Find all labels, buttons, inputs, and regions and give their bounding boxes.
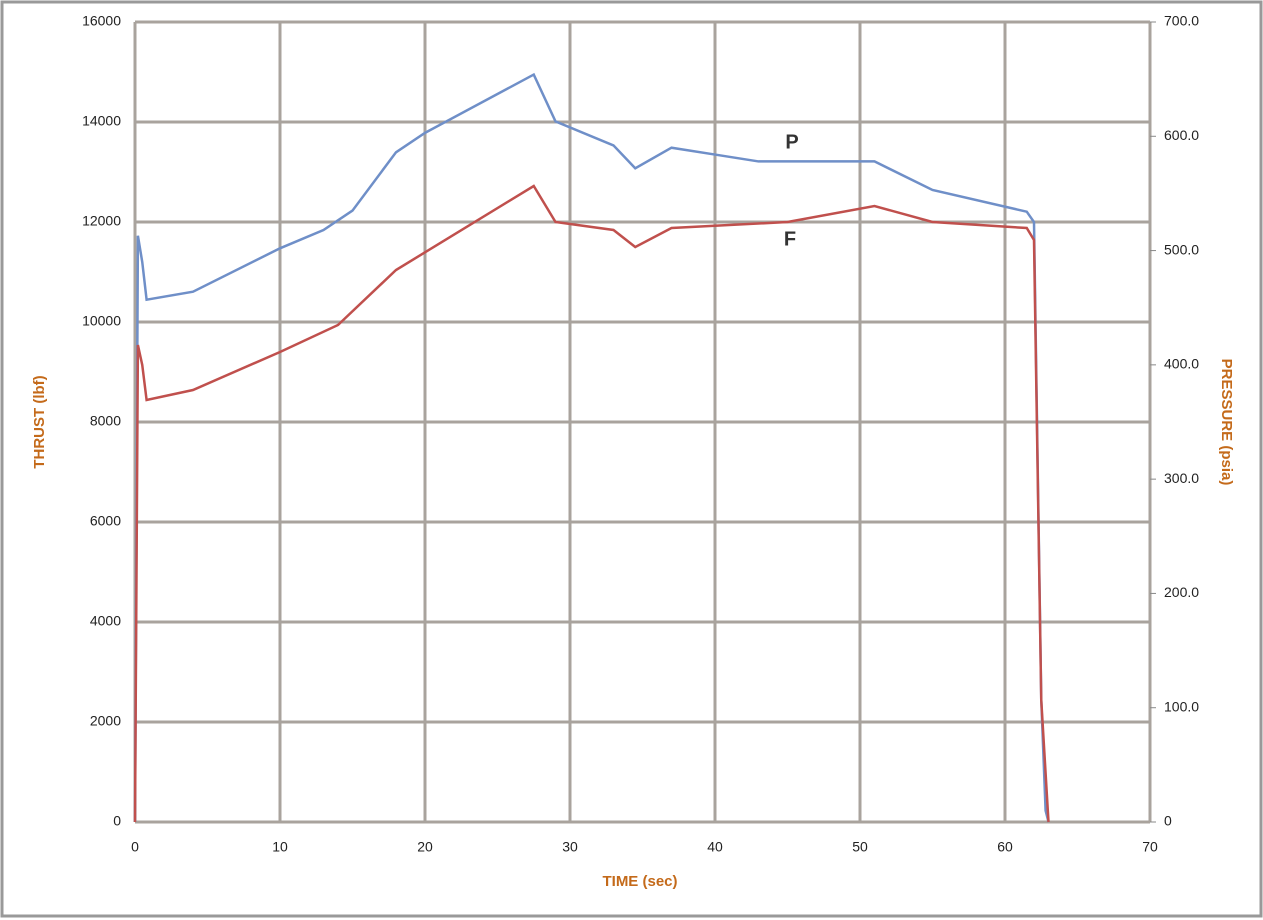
y-tick-label: 14000 — [82, 113, 121, 129]
y-tick-label: 4000 — [90, 613, 121, 629]
y-tick-label: 0 — [113, 813, 121, 829]
annotation: P — [785, 131, 798, 153]
x-tick-label: 10 — [272, 839, 288, 855]
y-tick-label: 6000 — [90, 513, 121, 529]
annotation: F — [784, 228, 796, 250]
y2-tick-label: 700.0 — [1164, 13, 1199, 29]
y2-axis-label: PRESSURE (psia) — [1218, 359, 1235, 486]
line-series — [133, 184, 1050, 823]
y2-tick-label: 500.0 — [1164, 241, 1199, 257]
y2-tick-label: 200.0 — [1164, 584, 1199, 600]
x-tick-label: 30 — [562, 839, 578, 855]
x-tick-label: 0 — [131, 839, 139, 855]
y-tick-label: 12000 — [82, 213, 121, 229]
x-tick-label: 70 — [1142, 839, 1158, 855]
x-tick-label: 20 — [417, 839, 433, 855]
y-tick-label: 8000 — [90, 413, 121, 429]
y2-tick-label: 100.0 — [1164, 698, 1199, 714]
x-tick-label: 50 — [852, 839, 868, 855]
y2-tick-label: 0 — [1164, 813, 1172, 829]
y2-tick-label: 300.0 — [1164, 470, 1199, 486]
y-tick-label: 10000 — [82, 313, 121, 329]
x-axis-label: TIME (sec) — [602, 873, 677, 890]
y2-tick-label: 600.0 — [1164, 127, 1199, 143]
y-tick-label: 16000 — [82, 13, 121, 29]
y-axis-label: THRUST (lbf) — [31, 375, 48, 468]
line-series — [133, 72, 1050, 823]
y-tick-label: 2000 — [90, 713, 121, 729]
x-tick-label: 60 — [997, 839, 1013, 855]
x-tick-label: 40 — [707, 839, 723, 855]
y2-tick-label: 400.0 — [1164, 356, 1199, 372]
